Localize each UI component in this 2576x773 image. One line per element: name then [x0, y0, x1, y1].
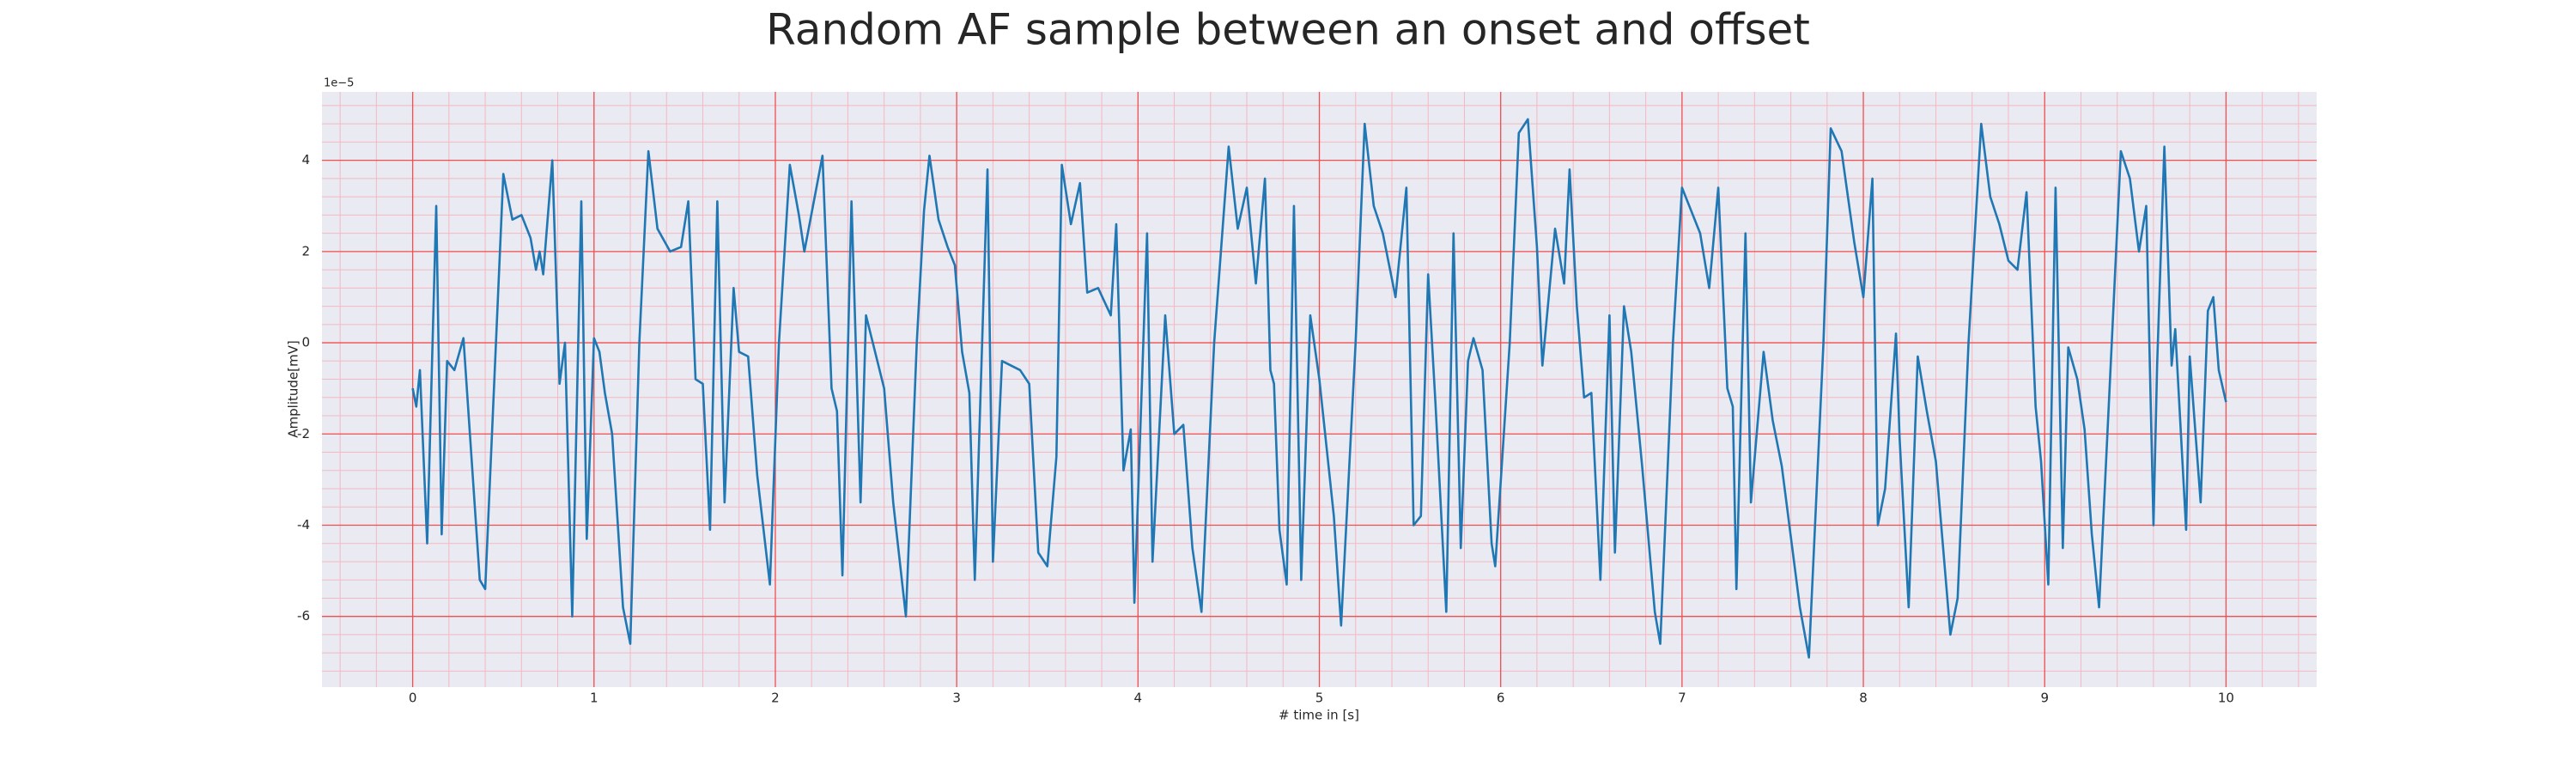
x-tick-label: 1 [590, 691, 598, 706]
x-tick-label: 5 [1315, 691, 1324, 706]
y-tick-label: -2 [297, 426, 310, 441]
x-tick-label: 8 [1859, 691, 1868, 706]
y-tick-label: 2 [301, 243, 310, 259]
x-tick-label: 3 [952, 691, 961, 706]
data-line [411, 118, 2227, 659]
y-tick-label: 0 [301, 335, 310, 350]
x-tick-label: 6 [1497, 691, 1505, 706]
y-offset-label: 1e−5 [324, 77, 354, 90]
y-tick-label: -6 [297, 608, 310, 624]
x-tick-label: 0 [409, 691, 417, 706]
y-axis-label: Amplitude[mV] [286, 340, 301, 437]
y-tick-label: -4 [297, 517, 310, 533]
y-tick-label: 4 [301, 152, 310, 167]
x-axis-label: # time in [s] [1279, 708, 1359, 723]
x-tick-label: 10 [2218, 691, 2234, 706]
x-tick-label: 9 [2040, 691, 2049, 706]
x-tick-label: 4 [1134, 691, 1143, 706]
x-tick-label: 7 [1678, 691, 1686, 706]
x-tick-label: 2 [771, 691, 780, 706]
chart-title: Random AF sample between an onset and of… [766, 5, 1810, 55]
